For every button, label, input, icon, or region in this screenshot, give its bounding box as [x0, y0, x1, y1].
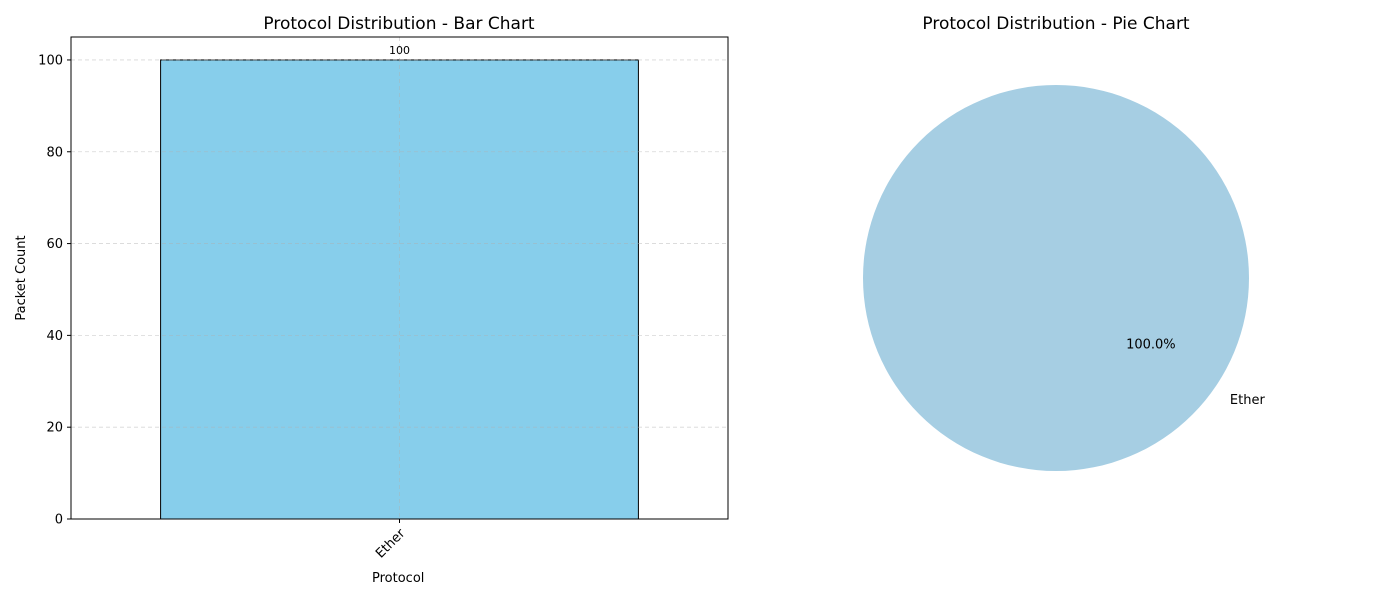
- pie-chart-panel: Protocol Distribution - Pie Chart Ether 1…: [863, 14, 1265, 471]
- bar-value-label: 100: [389, 44, 410, 57]
- bar-chart-y-axis-label: Packet Count: [14, 235, 29, 320]
- bar-chart-panel: Protocol Distribution - Bar Chart 0 20 40 6…: [14, 14, 729, 586]
- bar-chart-y-axis: 0 20 40 60 80 100: [38, 53, 71, 528]
- pie-chart-labels: Ether 100.0%: [1126, 337, 1265, 407]
- y-tick-label: 80: [46, 145, 63, 160]
- bar-chart-x-axis: Ether: [373, 519, 409, 562]
- pie-slice-label: Ether: [1230, 393, 1266, 408]
- y-tick-label: 0: [55, 513, 63, 528]
- x-tick-label: Ether: [373, 526, 409, 562]
- pie-percent-label: 100.0%: [1126, 337, 1176, 352]
- pie-chart-slices: [863, 85, 1249, 471]
- y-tick-label: 100: [38, 53, 63, 68]
- pie-chart-title: Protocol Distribution - Pie Chart: [922, 14, 1190, 34]
- y-tick-label: 40: [46, 329, 63, 344]
- y-tick-label: 60: [46, 237, 63, 252]
- y-tick-label: 20: [46, 421, 63, 436]
- pie-slice: [863, 85, 1249, 471]
- bar-chart-value-labels: 100: [389, 44, 410, 57]
- bar-chart-title: Protocol Distribution - Bar Chart: [263, 14, 535, 34]
- bar-chart-x-axis-label: Protocol: [372, 571, 424, 586]
